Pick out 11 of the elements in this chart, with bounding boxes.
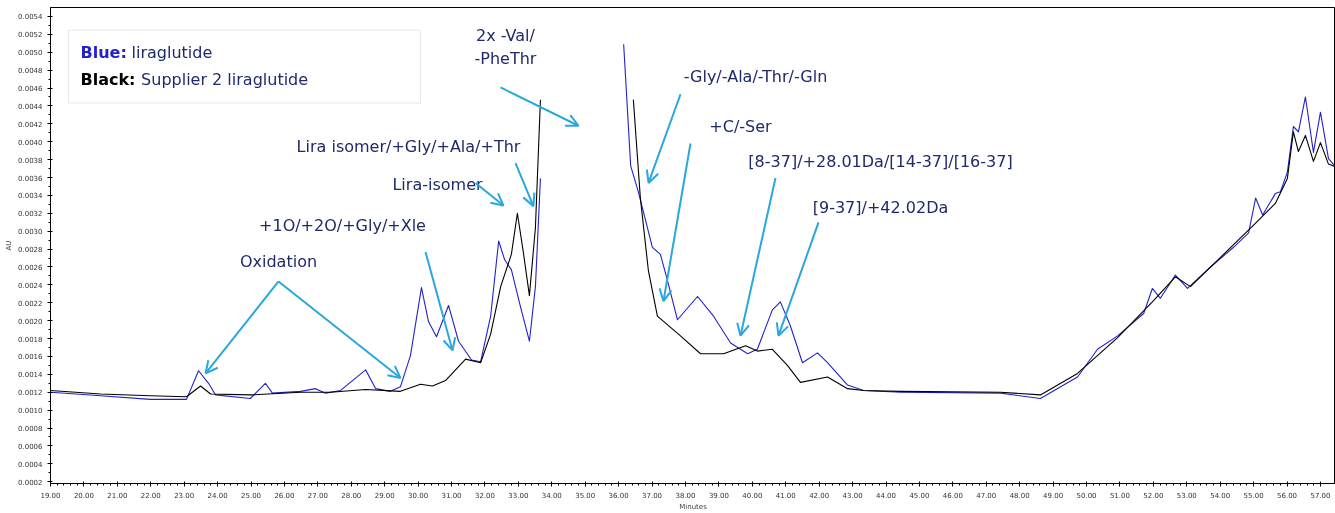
- annotation: Lira-isomer: [392, 175, 483, 195]
- annotation: Blue: liraglutide: [80, 43, 213, 63]
- annotation: -Gly/-Ala/-Thr/-Gln: [683, 66, 828, 86]
- annotation: Black: Supplier 2 liraglutide: [80, 69, 309, 89]
- annotation: [8-37]/+28.01Da/[14-37]/[16-37]: [748, 151, 1013, 171]
- annotation: +C/-Ser: [709, 117, 773, 137]
- annotation: Oxidation: [239, 252, 318, 272]
- annotation: 2x -Val/ -PheThr: [474, 26, 537, 68]
- annotation: +1O/+2O/+Gly/+Xle: [259, 215, 426, 235]
- annotation: [9-37]/+42.02Da: [812, 198, 949, 218]
- annotation: Lira isomer/+Gly/+Ala/+Thr: [296, 136, 521, 156]
